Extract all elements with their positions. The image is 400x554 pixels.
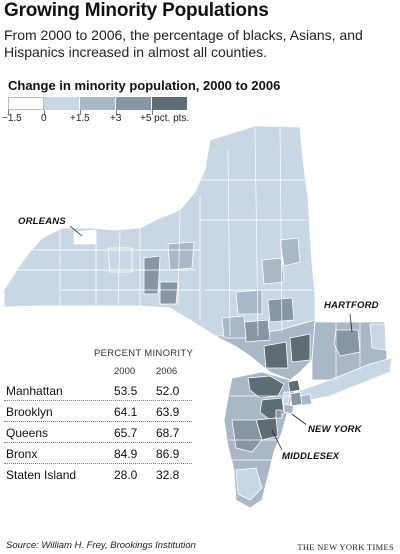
legend-label-plus-3: +3 — [110, 113, 122, 124]
county-ontario — [143, 255, 161, 295]
column-year-2000: 2000 — [114, 366, 136, 377]
staten-island — [275, 409, 283, 419]
county-dutchess — [267, 297, 295, 323]
county-sullivan — [221, 315, 247, 339]
row-value-2000: 84.9 — [114, 447, 138, 461]
legend-color-scale — [8, 97, 188, 110]
manhattan — [282, 391, 291, 405]
legend-label-plus-1-5: +1.5 — [70, 113, 90, 124]
table-row: Staten Island 28.0 32.8 — [4, 467, 192, 484]
county-monroe — [107, 247, 133, 273]
row-value-2006: 63.9 — [156, 405, 180, 419]
brooklyn — [283, 403, 295, 415]
legend-label-zero: 0 — [41, 113, 47, 124]
legend-title: Change in minority population, 2000 to 2… — [8, 78, 281, 93]
row-name: Manhattan — [6, 384, 63, 398]
row-name: Brooklyn — [6, 405, 53, 419]
row-value-2000: 28.0 — [114, 468, 138, 482]
county-albany — [279, 237, 301, 267]
source-note: Source: William H. Frey, Brookings Insti… — [6, 540, 196, 551]
new-york-state — [3, 125, 316, 337]
row-value-2006: 68.7 — [156, 426, 180, 440]
bronx — [287, 379, 301, 393]
map-title: Growing Minority Populations — [4, 0, 269, 21]
row-value-2000: 65.7 — [114, 426, 138, 440]
county-yates — [159, 281, 179, 305]
legend-swatch-low — [44, 97, 80, 110]
ct-east-county — [369, 323, 387, 351]
callout-orleans: ORLEANS — [16, 216, 68, 227]
county-onondaga — [167, 241, 195, 271]
county-ulster — [235, 289, 263, 315]
table-row: Bronx 84.9 86.9 — [4, 446, 192, 464]
nj-central — [231, 419, 263, 453]
legend-swatch-negative — [8, 97, 44, 110]
hartford-county — [333, 329, 361, 357]
nj-south — [235, 467, 263, 501]
county-rockland — [263, 341, 289, 369]
row-name: Staten Island — [6, 468, 77, 482]
county-orange — [243, 319, 271, 343]
table-row: Queens 65.7 68.7 — [4, 425, 192, 443]
table-header: PERCENT MINORITY — [94, 348, 194, 359]
row-value-2006: 86.9 — [156, 447, 180, 461]
row-value-2006: 32.8 — [156, 468, 180, 482]
publisher-credit: THE NEW YORK TIMES — [297, 542, 394, 552]
county-westchester — [289, 333, 311, 363]
legend-label-plus-5: +5 pct. pts. — [140, 113, 190, 124]
row-name: Queens — [6, 426, 49, 440]
row-name: Bronx — [6, 447, 38, 461]
legend-swatch-highest — [152, 97, 188, 110]
callout-hartford: HARTFORD — [322, 300, 381, 311]
table-row: Manhattan 53.5 52.0 — [4, 383, 192, 401]
map-subtitle: From 2000 to 2006, the percentage of bla… — [4, 27, 363, 60]
callout-new-york: NEW YORK — [306, 424, 364, 435]
legend-swatch-high — [116, 97, 152, 110]
table-row: Brooklyn 64.1 63.9 — [4, 404, 192, 422]
legend-swatch-mid — [80, 97, 116, 110]
callout-middlesex: MIDDLESEX — [280, 451, 342, 462]
row-value-2000: 53.5 — [114, 384, 138, 398]
queens — [289, 391, 303, 407]
row-value-2000: 64.1 — [114, 405, 138, 419]
row-value-2006: 52.0 — [156, 384, 180, 398]
column-year-2006: 2006 — [156, 366, 178, 377]
county-schenectady — [261, 257, 285, 285]
legend-label-minus: −1.5 — [2, 113, 22, 124]
